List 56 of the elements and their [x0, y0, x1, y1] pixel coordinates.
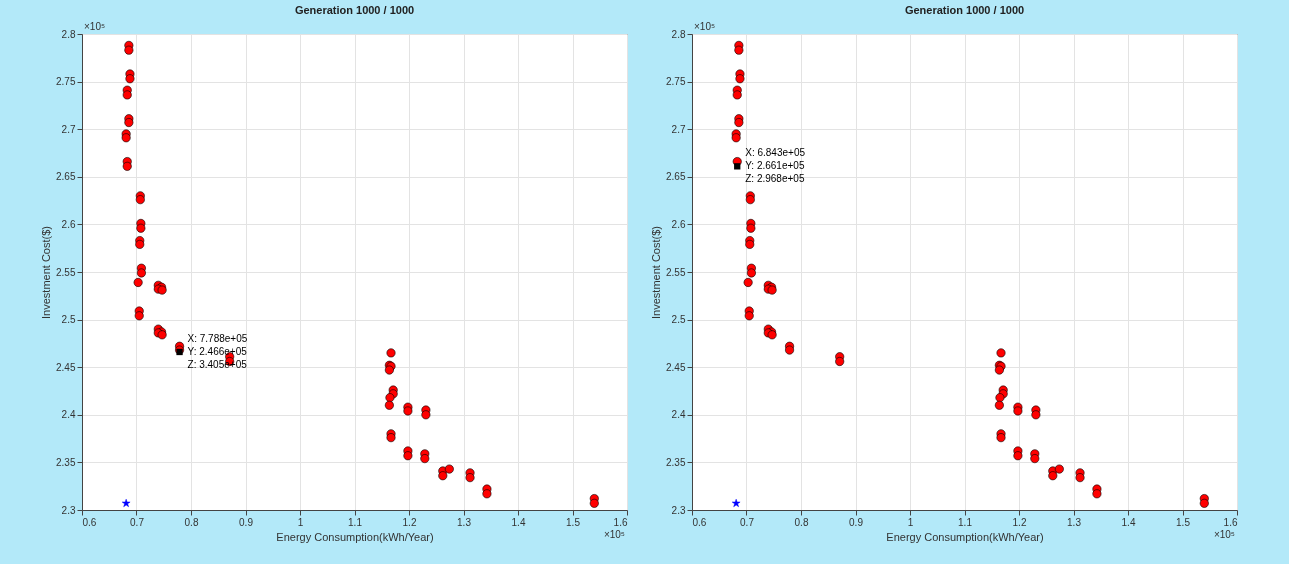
y-tick-label: 2.6 — [61, 218, 76, 230]
y-tick-label: 2.6 — [671, 218, 686, 230]
x-tick-label: 0.9 — [849, 516, 864, 528]
x-tick-label: 1.6 — [1223, 516, 1238, 528]
x-tick-label: 0.7 — [130, 516, 145, 528]
y-tick-label: 2.7 — [671, 123, 686, 135]
x-tick-label: 1.1 — [348, 516, 363, 528]
y-tick-label: 2.8 — [671, 28, 686, 40]
x-axis-title: Energy Consumption(kWh/Year) — [276, 530, 434, 543]
chart-title: Generation 1000 / 1000 — [294, 4, 415, 16]
x-tick-label: 1.2 — [402, 516, 417, 528]
y-tick-label: 2.55 — [666, 266, 686, 278]
y-tick-label: 2.65 — [56, 171, 76, 183]
annotation: X: 6.843e+05 Y: 2.661e+05 Z: 2.968e+05 — [745, 147, 806, 185]
annotation: X: 7.788e+05 Y: 2.466e+05 Z: 3.405e+05 — [187, 332, 248, 370]
x-tick-label: 0.9 — [239, 516, 254, 528]
y-tick-label: 2.8 — [61, 28, 76, 40]
y-tick-label: 2.7 — [61, 123, 76, 135]
x-tick-label: 1.5 — [1176, 516, 1191, 528]
x-tick-label: 1.5 — [566, 516, 581, 528]
x-tick-label: 0.7 — [740, 516, 755, 528]
x-tick-label: 1.2 — [1012, 516, 1027, 528]
y-tick-label: 2.5 — [61, 314, 76, 326]
x-tick-label: 1.6 — [613, 516, 628, 528]
x-tick-label: 1.4 — [1121, 516, 1136, 528]
y-tick-label: 2.65 — [666, 171, 686, 183]
x-tick-label: 0.6 — [692, 516, 707, 528]
x-tick-label: 1.3 — [1067, 516, 1082, 528]
x-tick-label: 0.8 — [794, 516, 809, 528]
y-tick-label: 2.45 — [666, 361, 686, 373]
x-tick-label: 1.3 — [457, 516, 472, 528]
text: ×10⁵ — [84, 21, 106, 32]
y-tick-label: 2.55 — [56, 266, 76, 278]
x-tick-label: 1.1 — [958, 516, 973, 528]
x-tick-label: 0.6 — [82, 516, 97, 528]
y-axis-title: Investment Cost($) — [40, 226, 53, 319]
y-tick-label: 2.4 — [671, 409, 686, 421]
y-tick-label: 2.75 — [56, 76, 76, 88]
y-tick-label: 2.4 — [61, 409, 76, 421]
y-tick-label: 2.3 — [671, 504, 686, 516]
chart-title: Generation 1000 / 1000 — [904, 4, 1025, 16]
y-tick-label: 2.3 — [61, 504, 76, 516]
x-tick-label: 0.8 — [184, 516, 199, 528]
y-tick-label: 2.45 — [56, 361, 76, 373]
text: ×10⁵ — [694, 21, 716, 32]
x-tick-label: 1.4 — [511, 516, 526, 528]
x-tick-label: 1 — [907, 516, 914, 528]
y-tick-label: 2.75 — [666, 76, 686, 88]
text: ×10⁵ — [603, 529, 625, 540]
y-tick-label: 2.35 — [666, 456, 686, 468]
x-tick-label: 1 — [297, 516, 304, 528]
y-tick-label: 2.5 — [671, 314, 686, 326]
y-tick-label: 2.35 — [56, 456, 76, 468]
x-axis-title: Energy Consumption(kWh/Year) — [886, 530, 1044, 543]
text: ×10⁵ — [1213, 529, 1235, 540]
y-axis-title: Investment Cost($) — [650, 226, 663, 319]
